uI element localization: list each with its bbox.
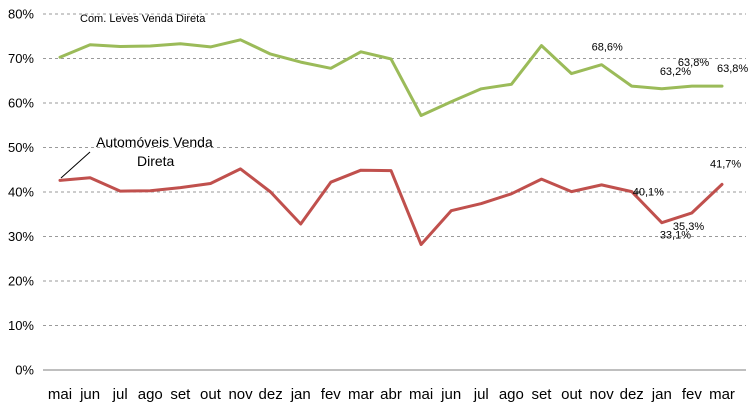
series-lines	[58, 38, 724, 246]
x-tick-label: set	[531, 386, 552, 403]
y-tick-label: 30%	[8, 229, 34, 244]
data-label-automoveis: 41,7%	[710, 158, 741, 170]
y-tick-label: 0%	[15, 363, 34, 378]
series-line-com-leves	[58, 38, 724, 117]
x-tick-label: fev	[682, 386, 703, 403]
y-tick-label: 80%	[8, 7, 34, 22]
y-tick-label: 50%	[8, 140, 34, 155]
x-tick-label: out	[200, 386, 222, 403]
x-tick-label: ago	[499, 386, 524, 403]
x-tick-label: dez	[620, 386, 644, 403]
data-label-com-leves: 63,8%	[678, 57, 709, 69]
y-tick-label: 20%	[8, 274, 34, 289]
x-tick-label: mar	[348, 386, 374, 403]
data-label-com-leves: 63,2%	[660, 66, 691, 78]
data-label-com-leves: 63,8%	[717, 63, 748, 75]
data-label-automoveis: 40,1%	[633, 187, 664, 199]
y-axis-ticks: 0% 10% 20% 30% 40% 50% 60% 70% 80%	[8, 7, 34, 378]
x-tick-label: ago	[138, 386, 163, 403]
y-tick-label: 10%	[8, 318, 34, 333]
y-tick-label: 70%	[8, 51, 34, 66]
data-labels: 68,6%63,2%63,8% 63,8%40,1%33,1%35,3%41,7%	[592, 42, 749, 242]
x-tick-label: fev	[321, 386, 342, 403]
x-tick-label: jan	[290, 386, 311, 403]
y-tick-label: 60%	[8, 96, 34, 111]
x-tick-label: mai	[409, 386, 433, 403]
data-label-automoveis: 33,1%	[660, 230, 691, 242]
x-tick-label: jun	[79, 386, 100, 403]
series-label-automoveis-line2: Direta	[137, 153, 175, 169]
x-tick-label: jan	[651, 386, 672, 403]
x-tick-label: out	[561, 386, 583, 403]
series-label-leader-line	[60, 151, 91, 179]
series-label-automoveis: Automóveis Venda Direta	[60, 134, 213, 179]
x-tick-label: mai	[48, 386, 72, 403]
x-tick-label: jul	[473, 386, 489, 403]
x-tick-label: jun	[440, 386, 461, 403]
data-label-com-leves: 68,6%	[592, 42, 623, 54]
gridlines	[43, 13, 746, 326]
x-axis-ticks: mai jun jul ago set out nov dez jan fev mar abr mai j…	[48, 386, 735, 403]
x-tick-label: set	[170, 386, 191, 403]
series-label-automoveis-line1: Automóveis Venda	[96, 134, 213, 150]
series-line-automoveis	[58, 167, 724, 246]
x-tick-label: mar	[709, 386, 735, 403]
data-label-automoveis: 35,3%	[673, 221, 704, 233]
y-tick-label: 40%	[8, 185, 34, 200]
x-tick-label: abr	[380, 386, 402, 403]
x-tick-label: nov	[228, 386, 253, 403]
x-tick-label: nov	[590, 386, 615, 403]
series-label-com-leves: Com. Leves Venda Direta	[80, 13, 206, 25]
x-tick-label: dez	[259, 386, 283, 403]
x-tick-label: jul	[112, 386, 128, 403]
